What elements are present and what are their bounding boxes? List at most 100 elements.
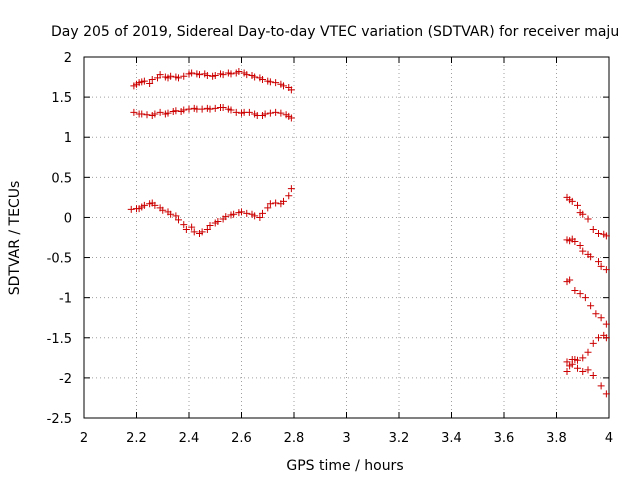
data-point xyxy=(251,73,259,81)
data-point xyxy=(579,247,587,255)
data-point xyxy=(589,371,597,379)
data-point xyxy=(272,199,280,207)
data-point xyxy=(243,71,251,79)
data-point xyxy=(280,82,287,90)
data-point xyxy=(203,71,211,79)
data-point xyxy=(138,110,146,118)
data-point xyxy=(259,209,266,217)
data-point xyxy=(597,382,605,390)
data-point xyxy=(576,242,584,250)
data-point xyxy=(206,105,214,113)
data-point xyxy=(251,212,259,220)
data-point xyxy=(211,71,219,79)
data-point xyxy=(211,104,219,112)
data-point xyxy=(602,266,610,274)
data-point xyxy=(602,232,610,240)
x-tick-label: 3.2 xyxy=(389,431,410,446)
chart-title: Day 205 of 2019, Sidereal Day-to-day VTE… xyxy=(51,24,619,40)
data-point xyxy=(587,302,595,310)
series-satellite-f xyxy=(563,276,610,328)
data-point xyxy=(595,334,602,342)
y-tick-label: -1.5 xyxy=(47,332,72,347)
x-tick-label: 2.6 xyxy=(231,431,252,446)
y-tick-label: -0.5 xyxy=(47,252,72,267)
data-point xyxy=(238,208,245,216)
y-tick-label: 1.5 xyxy=(51,91,72,106)
data-point xyxy=(589,225,597,233)
data-point xyxy=(180,106,188,114)
data-point xyxy=(175,74,182,82)
data-point xyxy=(280,197,287,205)
data-point xyxy=(167,72,175,80)
data-point xyxy=(259,75,266,83)
data-point xyxy=(256,213,264,221)
data-point xyxy=(595,258,602,266)
data-point xyxy=(579,210,587,218)
data-point xyxy=(140,77,148,85)
data-point xyxy=(597,314,605,322)
data-point xyxy=(261,110,269,118)
data-point xyxy=(287,86,295,94)
data-point xyxy=(156,108,164,116)
data-point xyxy=(182,225,190,233)
data-point xyxy=(574,201,581,209)
data-point xyxy=(175,216,182,224)
x-tick-label: 2.2 xyxy=(126,431,147,446)
data-point xyxy=(584,215,592,223)
x-tick-label: 2.4 xyxy=(179,431,200,446)
y-tick-label: -2.5 xyxy=(47,412,72,427)
data-point xyxy=(130,108,138,116)
data-point xyxy=(272,108,280,116)
data-point xyxy=(563,367,571,375)
data-points xyxy=(127,67,610,398)
data-point xyxy=(285,192,293,200)
data-point xyxy=(602,334,610,342)
data-point xyxy=(230,210,238,218)
data-point xyxy=(584,366,592,374)
data-point xyxy=(222,213,230,221)
data-point xyxy=(227,70,235,78)
data-point xyxy=(151,201,159,209)
data-point xyxy=(172,107,180,115)
data-point xyxy=(576,290,584,298)
y-axis-label: SDTVAR / TECUs xyxy=(7,181,23,296)
data-point xyxy=(568,355,576,363)
x-axis: 2 2.2 2.4 2.6 2.8 3 3.2 3.4 3.6 3.8 4 xyxy=(80,57,613,446)
data-point xyxy=(143,111,151,119)
data-point xyxy=(574,356,581,364)
x-tick-label: 4 xyxy=(605,431,613,446)
y-tick-label: 0 xyxy=(64,211,72,226)
data-point xyxy=(232,108,240,116)
data-point xyxy=(190,228,198,236)
data-point xyxy=(597,262,605,270)
data-point xyxy=(266,200,274,208)
y-axis: 2 1.5 1 0.5 0 -0.5 -1 -1.5 -2 -2.5 xyxy=(47,51,609,427)
data-point xyxy=(266,109,274,117)
data-point xyxy=(227,106,235,114)
data-point xyxy=(198,228,206,236)
data-point xyxy=(571,286,579,294)
data-point xyxy=(579,354,587,362)
data-point xyxy=(219,104,227,112)
data-point xyxy=(164,109,172,117)
x-tick-label: 3.4 xyxy=(441,431,462,446)
data-point xyxy=(563,358,571,366)
data-point xyxy=(159,206,167,214)
y-tick-label: 1 xyxy=(64,131,72,146)
data-point xyxy=(245,108,253,116)
x-tick-label: 3.6 xyxy=(494,431,515,446)
data-point xyxy=(180,72,188,80)
x-axis-label: GPS time / hours xyxy=(286,458,403,474)
data-point xyxy=(589,339,597,347)
y-tick-label: 0.5 xyxy=(51,171,72,186)
data-point xyxy=(151,110,159,118)
data-point xyxy=(574,364,581,372)
data-point xyxy=(167,210,175,218)
data-point xyxy=(188,69,196,77)
data-point xyxy=(172,212,180,220)
data-point xyxy=(287,185,295,193)
data-point xyxy=(595,229,602,237)
series-satellite-a xyxy=(130,67,295,94)
